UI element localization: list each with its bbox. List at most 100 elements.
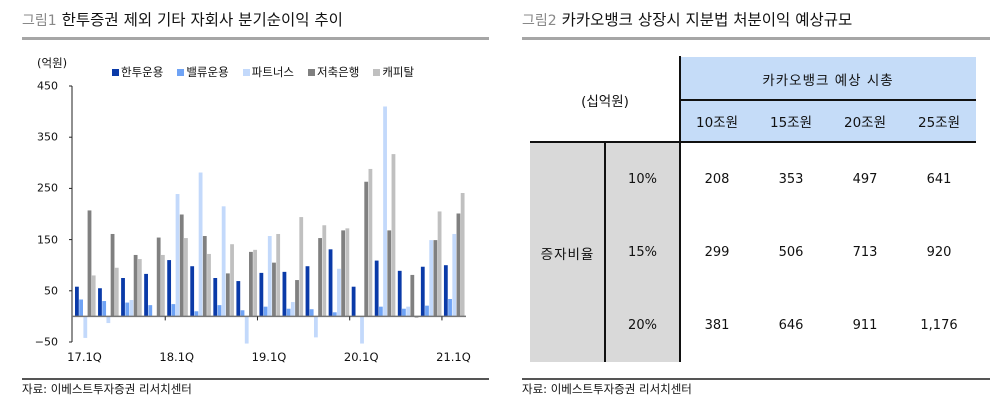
bar [406, 306, 411, 317]
bar [91, 275, 96, 317]
bar [230, 244, 234, 317]
bar [184, 238, 188, 317]
source-divider [22, 378, 489, 380]
bar [456, 213, 461, 317]
table-horizontal-rule [530, 141, 976, 143]
bar [425, 305, 429, 317]
bar [225, 273, 230, 317]
bar [313, 316, 318, 338]
row-label-15pct: 15% [628, 245, 657, 260]
table-group-header: 카카오뱅크 예상 시총 [762, 72, 894, 89]
table-cell: 497 [852, 172, 878, 187]
legend-label: 캐피탈 [382, 65, 415, 79]
table-cell: 911 [852, 318, 878, 333]
bar [374, 260, 379, 317]
bar [460, 193, 465, 317]
bar [420, 266, 425, 317]
bar [397, 270, 402, 317]
bar [402, 308, 406, 317]
bar [448, 298, 452, 317]
bar [110, 233, 115, 317]
bar [341, 230, 346, 317]
figure-2-title: 그림2 카카오뱅크 상장시 지분법 처분이익 예상규모 [522, 8, 852, 30]
y-tick-label: 450 [37, 79, 58, 93]
bar [194, 311, 199, 317]
legend-swatch-icon [307, 68, 315, 76]
figure-2-number: 그림2 [522, 13, 557, 29]
bar [267, 236, 272, 317]
bar [190, 266, 195, 317]
bar [378, 306, 383, 317]
bar [305, 266, 310, 317]
row-label-20pct: 20% [628, 318, 657, 333]
legend-swatch-icon [373, 68, 381, 76]
bar [360, 316, 364, 344]
column-header-25: 25조원 [917, 115, 961, 131]
bar [309, 309, 314, 317]
bar [133, 254, 138, 317]
table-vertical-rule [604, 142, 606, 362]
legend-swatch-icon [112, 68, 119, 76]
y-tick-label: 350 [37, 130, 58, 144]
legend-label: 파트너스 [251, 65, 294, 79]
bar [121, 278, 125, 317]
bar [351, 286, 356, 317]
bar [429, 240, 434, 317]
figure-2-source: 자료: 이베스트투자증권 리서치센터 [522, 382, 692, 396]
bar [106, 316, 111, 324]
x-tick-label: 21.1Q [436, 350, 471, 364]
figure-2-panel: 그림2 카카오뱅크 상장시 지분법 처분이익 예상규모 (십억원) 카카오뱅크 … [500, 0, 1003, 412]
x-tick-label: 17.1Q [67, 350, 102, 364]
bar [171, 304, 176, 317]
column-header-10: 10조원 [695, 115, 739, 131]
legend-item: 파트너스 [242, 64, 294, 80]
bar [198, 172, 203, 317]
table-cell: 353 [778, 172, 804, 187]
bar [137, 259, 142, 317]
bar [217, 305, 222, 317]
table-horizontal-rule [680, 99, 976, 101]
bar [102, 301, 107, 317]
legend-swatch-icon [177, 68, 185, 76]
figure-1-title-text: 한투증권 제외 기타 자회사 분기순이익 추이 [61, 11, 343, 29]
bar [160, 254, 165, 317]
bar [345, 228, 350, 317]
bar [318, 238, 322, 317]
bar [253, 249, 258, 317]
legend-item: 한투운용 [112, 64, 163, 80]
bar [259, 272, 264, 317]
table-cell: 208 [704, 172, 730, 187]
bar [286, 308, 291, 317]
table-vertical-rule [679, 56, 681, 362]
table-unit-label: (십억원) [581, 93, 629, 110]
bar [322, 225, 327, 317]
row-group-label: 증자비율 [540, 246, 595, 263]
bar [249, 251, 253, 317]
legend-item: 밸류운용 [177, 64, 229, 80]
y-tick-label: 250 [37, 181, 58, 195]
legend-label: 밸류운용 [186, 65, 229, 79]
bar [290, 302, 295, 317]
bar [83, 316, 88, 338]
bar [156, 237, 161, 317]
bar [364, 181, 369, 317]
bar [332, 312, 337, 317]
x-tick-label: 19.1Q [251, 350, 287, 364]
figure-1-number: 그림1 [22, 13, 57, 29]
table-cell: 506 [778, 245, 804, 260]
legend-item: 캐피탈 [373, 64, 414, 80]
table-cell: 920 [926, 245, 952, 260]
column-header-15: 15조원 [769, 115, 813, 131]
bar [391, 154, 396, 317]
x-tick-label: 20.1Q [343, 350, 379, 364]
bar [129, 300, 134, 317]
bar [443, 265, 448, 317]
bar [433, 240, 438, 317]
x-tick-label: 18.1Q [159, 350, 195, 364]
table-cell: 641 [926, 172, 952, 187]
bar [244, 316, 249, 344]
bar [114, 267, 119, 317]
bar [452, 233, 457, 317]
bar [213, 278, 218, 317]
bar [240, 310, 245, 317]
